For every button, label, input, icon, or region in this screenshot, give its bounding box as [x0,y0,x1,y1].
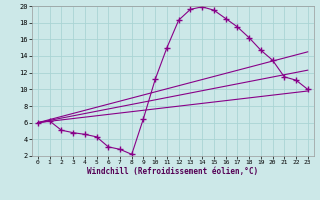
X-axis label: Windchill (Refroidissement éolien,°C): Windchill (Refroidissement éolien,°C) [87,167,258,176]
